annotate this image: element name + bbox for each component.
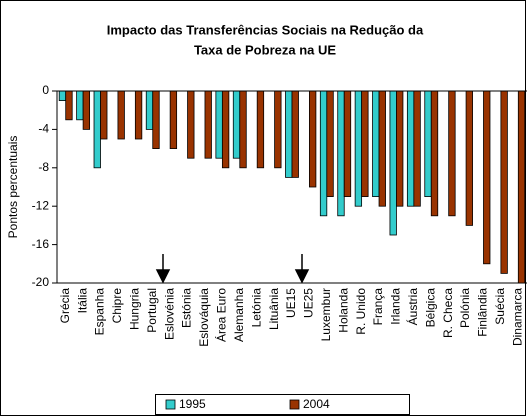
- x-tick-label: R. Unido: [354, 288, 368, 335]
- bar: [413, 90, 421, 207]
- bar: [93, 90, 101, 169]
- legend-swatch: [165, 399, 176, 410]
- arrow-head: [155, 269, 171, 284]
- bar: [378, 90, 386, 207]
- y-tick-label: -16: [32, 237, 50, 251]
- bar: [448, 90, 456, 217]
- x-tick-label: França: [371, 288, 385, 326]
- x-tick-label: Espanha: [93, 288, 107, 336]
- x-tick-label: Eslovénia: [162, 288, 176, 340]
- x-tick-label: Dinamarca: [510, 288, 524, 346]
- x-tick-label: Eslováquia: [197, 288, 211, 347]
- bar: [239, 90, 247, 169]
- x-tick-label: Portugal: [145, 288, 159, 333]
- x-tick-label: Itália: [75, 288, 89, 314]
- y-tick-label: -4: [38, 122, 49, 136]
- x-tick-label: Polónia: [458, 288, 472, 328]
- bar: [58, 90, 67, 101]
- y-tick-label: -8: [38, 160, 49, 174]
- legend-swatch: [289, 399, 300, 410]
- bar: [361, 90, 369, 197]
- bar: [372, 90, 380, 197]
- x-tick-label: Finlândia: [476, 288, 490, 337]
- chart-title: Taxa de Pobreza na UE: [194, 42, 336, 57]
- bar: [76, 90, 84, 121]
- bar: [65, 90, 73, 121]
- x-tick-label: Luxembur: [319, 288, 333, 341]
- bar: [134, 90, 143, 140]
- bar: [343, 90, 352, 197]
- bar: [500, 90, 508, 274]
- y-tick-label: -20: [32, 275, 50, 289]
- bar: [187, 90, 195, 159]
- legend-label: 1995: [179, 397, 206, 411]
- bar: [354, 90, 363, 207]
- x-tick-label: UE15: [284, 288, 298, 318]
- y-axis-label: Pontos percentuais: [6, 136, 20, 239]
- bar: [204, 90, 212, 159]
- bar: [152, 90, 160, 149]
- bar: [215, 90, 223, 159]
- x-tick-label: Lituânia: [267, 288, 281, 330]
- bar: [326, 90, 334, 197]
- x-tick-label: Suécia: [493, 288, 507, 325]
- x-tick-label: Holanda: [336, 288, 350, 333]
- legend-box: [155, 394, 410, 415]
- bar: [145, 90, 154, 130]
- bar: [430, 90, 439, 217]
- x-tick-label: Letónia: [249, 288, 263, 328]
- bar: [517, 90, 526, 284]
- arrows: [155, 254, 310, 284]
- bar: [424, 90, 432, 197]
- legend-label: 2004: [303, 397, 330, 411]
- x-tick-label: Chipre: [110, 288, 124, 324]
- y-tick-label: 0: [42, 83, 49, 97]
- bar: [406, 90, 415, 207]
- bar: [465, 90, 473, 226]
- bar: [256, 90, 265, 169]
- x-tick-label: R. Checa: [441, 288, 455, 338]
- bar: [232, 90, 241, 159]
- bar: [285, 90, 293, 178]
- bar: [117, 90, 125, 140]
- bar: [483, 90, 491, 265]
- bar: [337, 90, 345, 217]
- x-tick-label: Bélgica: [423, 288, 437, 328]
- x-tick-label: Irlanda: [389, 288, 403, 325]
- x-tick-label: Áustria: [405, 288, 420, 326]
- bar: [309, 90, 317, 188]
- bar: [221, 90, 230, 169]
- bar: [82, 90, 91, 130]
- bar: [389, 90, 397, 236]
- x-tick-label: Alemanha: [232, 288, 246, 342]
- x-tick-label: Hungria: [128, 288, 142, 330]
- bar: [291, 90, 299, 178]
- x-tick-label: Grécia: [58, 288, 72, 324]
- x-tick-label: Estónia: [180, 288, 194, 328]
- bar: [169, 90, 178, 149]
- bar: [274, 90, 282, 169]
- x-tick-label: Área Euro: [214, 288, 229, 342]
- bar: [396, 90, 404, 207]
- chart-title: Impacto das Transferências Sociais na Re…: [107, 22, 424, 37]
- bar: [319, 90, 328, 217]
- bar: [100, 90, 108, 140]
- x-tick-label: UE25: [302, 288, 316, 318]
- arrow-head: [294, 269, 310, 284]
- y-tick-label: -12: [32, 198, 50, 212]
